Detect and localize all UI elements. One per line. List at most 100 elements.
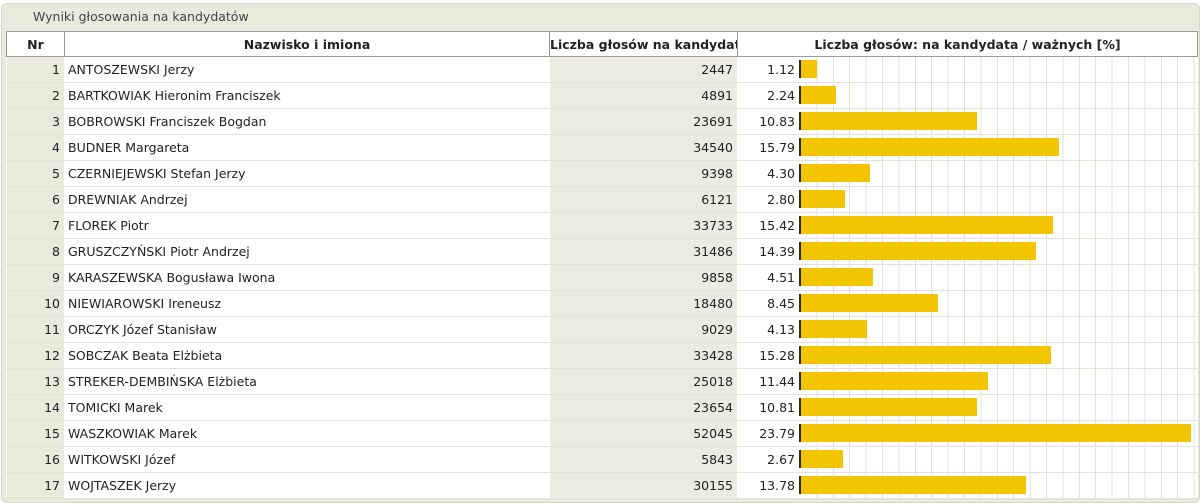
bar-grid	[799, 447, 1197, 472]
results-body: 1 ANTOSZEWSKI Jerzy 2447 1.12 2 BARTKOWIAK Hi…	[6, 56, 1198, 499]
row-nr: 1	[6, 56, 65, 83]
table-row: 2 BARTKOWIAK Hieronim Franciszek 4891 2.24	[6, 82, 1198, 109]
candidate-name: NIEWIAROWSKI Ireneusz	[64, 290, 550, 317]
percentage-bar-cell	[798, 290, 1198, 317]
panel-caption: Wyniki głosowania na kandydatów	[33, 9, 249, 24]
vote-percentage: 13.78	[737, 472, 799, 499]
header-votes: Liczba głosów na kandydata	[549, 31, 738, 57]
percentage-bar-cell	[798, 368, 1198, 395]
percentage-bar	[799, 346, 1051, 364]
percentage-bar-cell	[798, 264, 1198, 291]
results-table: Nr Nazwisko i imiona Liczba głosów na ka…	[6, 31, 1198, 499]
percentage-bar-cell	[798, 82, 1198, 109]
percentage-bar	[799, 372, 988, 390]
percentage-bar-cell	[798, 316, 1198, 343]
header-row: Nr Nazwisko i imiona Liczba głosów na ka…	[6, 31, 1198, 57]
percentage-bar	[799, 86, 836, 104]
vote-percentage: 1.12	[737, 56, 799, 83]
percentage-bar	[799, 190, 845, 208]
header-nr: Nr	[6, 31, 65, 57]
table-row: 10 NIEWIAROWSKI Ireneusz 18480 8.45	[6, 290, 1198, 317]
vote-count: 5843	[549, 446, 738, 473]
row-nr: 5	[6, 160, 65, 187]
vote-count: 52045	[549, 420, 738, 447]
row-nr: 2	[6, 82, 65, 109]
vote-count: 25018	[549, 368, 738, 395]
row-nr: 9	[6, 264, 65, 291]
percentage-bar	[799, 242, 1036, 260]
candidate-name: WASZKOWIAK Marek	[64, 420, 550, 447]
table-row: 8 GRUSZCZYŃSKI Piotr Andrzej 31486 14.39	[6, 238, 1198, 265]
vote-percentage: 15.28	[737, 342, 799, 369]
table-row: 11 ORCZYK Józef Stanisław 9029 4.13	[6, 316, 1198, 343]
percentage-bar-cell	[798, 212, 1198, 239]
candidate-name: SOBCZAK Beata Elżbieta	[64, 342, 550, 369]
vote-percentage: 10.83	[737, 108, 799, 135]
vote-count: 9029	[549, 316, 738, 343]
row-nr: 6	[6, 186, 65, 213]
row-nr: 17	[6, 472, 65, 499]
candidate-name: WITKOWSKI Józef	[64, 446, 550, 473]
vote-percentage: 11.44	[737, 368, 799, 395]
vote-percentage: 4.30	[737, 160, 799, 187]
bar-grid	[799, 83, 1197, 108]
row-nr: 11	[6, 316, 65, 343]
row-nr: 14	[6, 394, 65, 421]
percentage-bar-cell	[798, 108, 1198, 135]
vote-count: 30155	[549, 472, 738, 499]
candidate-name: KARASZEWSKA Bogusława Iwona	[64, 264, 550, 291]
vote-count: 23691	[549, 108, 738, 135]
row-nr: 10	[6, 290, 65, 317]
row-nr: 8	[6, 238, 65, 265]
table-row: 1 ANTOSZEWSKI Jerzy 2447 1.12	[6, 56, 1198, 83]
percentage-bar	[799, 294, 938, 312]
vote-count: 18480	[549, 290, 738, 317]
header-percentage: Liczba głosów: na kandydata / ważnych [%…	[737, 31, 1198, 57]
row-nr: 13	[6, 368, 65, 395]
percentage-bar	[799, 398, 977, 416]
vote-count: 33428	[549, 342, 738, 369]
candidate-name: WOJTASZEK Jerzy	[64, 472, 550, 499]
candidate-name: CZERNIEJEWSKI Stefan Jerzy	[64, 160, 550, 187]
vote-count: 23654	[549, 394, 738, 421]
bar-grid	[799, 57, 1197, 82]
percentage-bar-cell	[798, 420, 1198, 447]
row-nr: 15	[6, 420, 65, 447]
percentage-bar-cell	[798, 186, 1198, 213]
candidate-name: STREKER-DEMBIŃSKA Elżbieta	[64, 368, 550, 395]
table-row: 12 SOBCZAK Beata Elżbieta 33428 15.28	[6, 342, 1198, 369]
percentage-bar-cell	[798, 56, 1198, 83]
vote-percentage: 15.42	[737, 212, 799, 239]
percentage-bar	[799, 60, 817, 78]
percentage-bar	[799, 320, 867, 338]
vote-count: 6121	[549, 186, 738, 213]
candidate-name: FLOREK Piotr	[64, 212, 550, 239]
row-nr: 3	[6, 108, 65, 135]
vote-count: 9398	[549, 160, 738, 187]
vote-count: 9858	[549, 264, 738, 291]
vote-percentage: 2.80	[737, 186, 799, 213]
percentage-bar	[799, 476, 1026, 494]
table-row: 9 KARASZEWSKA Bogusława Iwona 9858 4.51	[6, 264, 1198, 291]
percentage-bar-cell	[798, 446, 1198, 473]
percentage-bar	[799, 138, 1059, 156]
vote-percentage: 10.81	[737, 394, 799, 421]
candidate-name: GRUSZCZYŃSKI Piotr Andrzej	[64, 238, 550, 265]
vote-percentage: 15.79	[737, 134, 799, 161]
candidate-name: BUDNER Margareta	[64, 134, 550, 161]
table-row: 3 BOBROWSKI Franciszek Bogdan 23691 10.83	[6, 108, 1198, 135]
percentage-bar-cell	[798, 160, 1198, 187]
candidate-name: TOMICKI Marek	[64, 394, 550, 421]
table-row: 16 WITKOWSKI Józef 5843 2.67	[6, 446, 1198, 473]
percentage-bar	[799, 424, 1191, 442]
vote-count: 2447	[549, 56, 738, 83]
percentage-bar	[799, 112, 977, 130]
table-row: 6 DREWNIAK Andrzej 6121 2.80	[6, 186, 1198, 213]
table-row: 17 WOJTASZEK Jerzy 30155 13.78	[6, 472, 1198, 499]
candidate-name: ORCZYK Józef Stanisław	[64, 316, 550, 343]
percentage-bar-cell	[798, 134, 1198, 161]
vote-count: 31486	[549, 238, 738, 265]
row-nr: 4	[6, 134, 65, 161]
table-row: 15 WASZKOWIAK Marek 52045 23.79	[6, 420, 1198, 447]
vote-count: 33733	[549, 212, 738, 239]
